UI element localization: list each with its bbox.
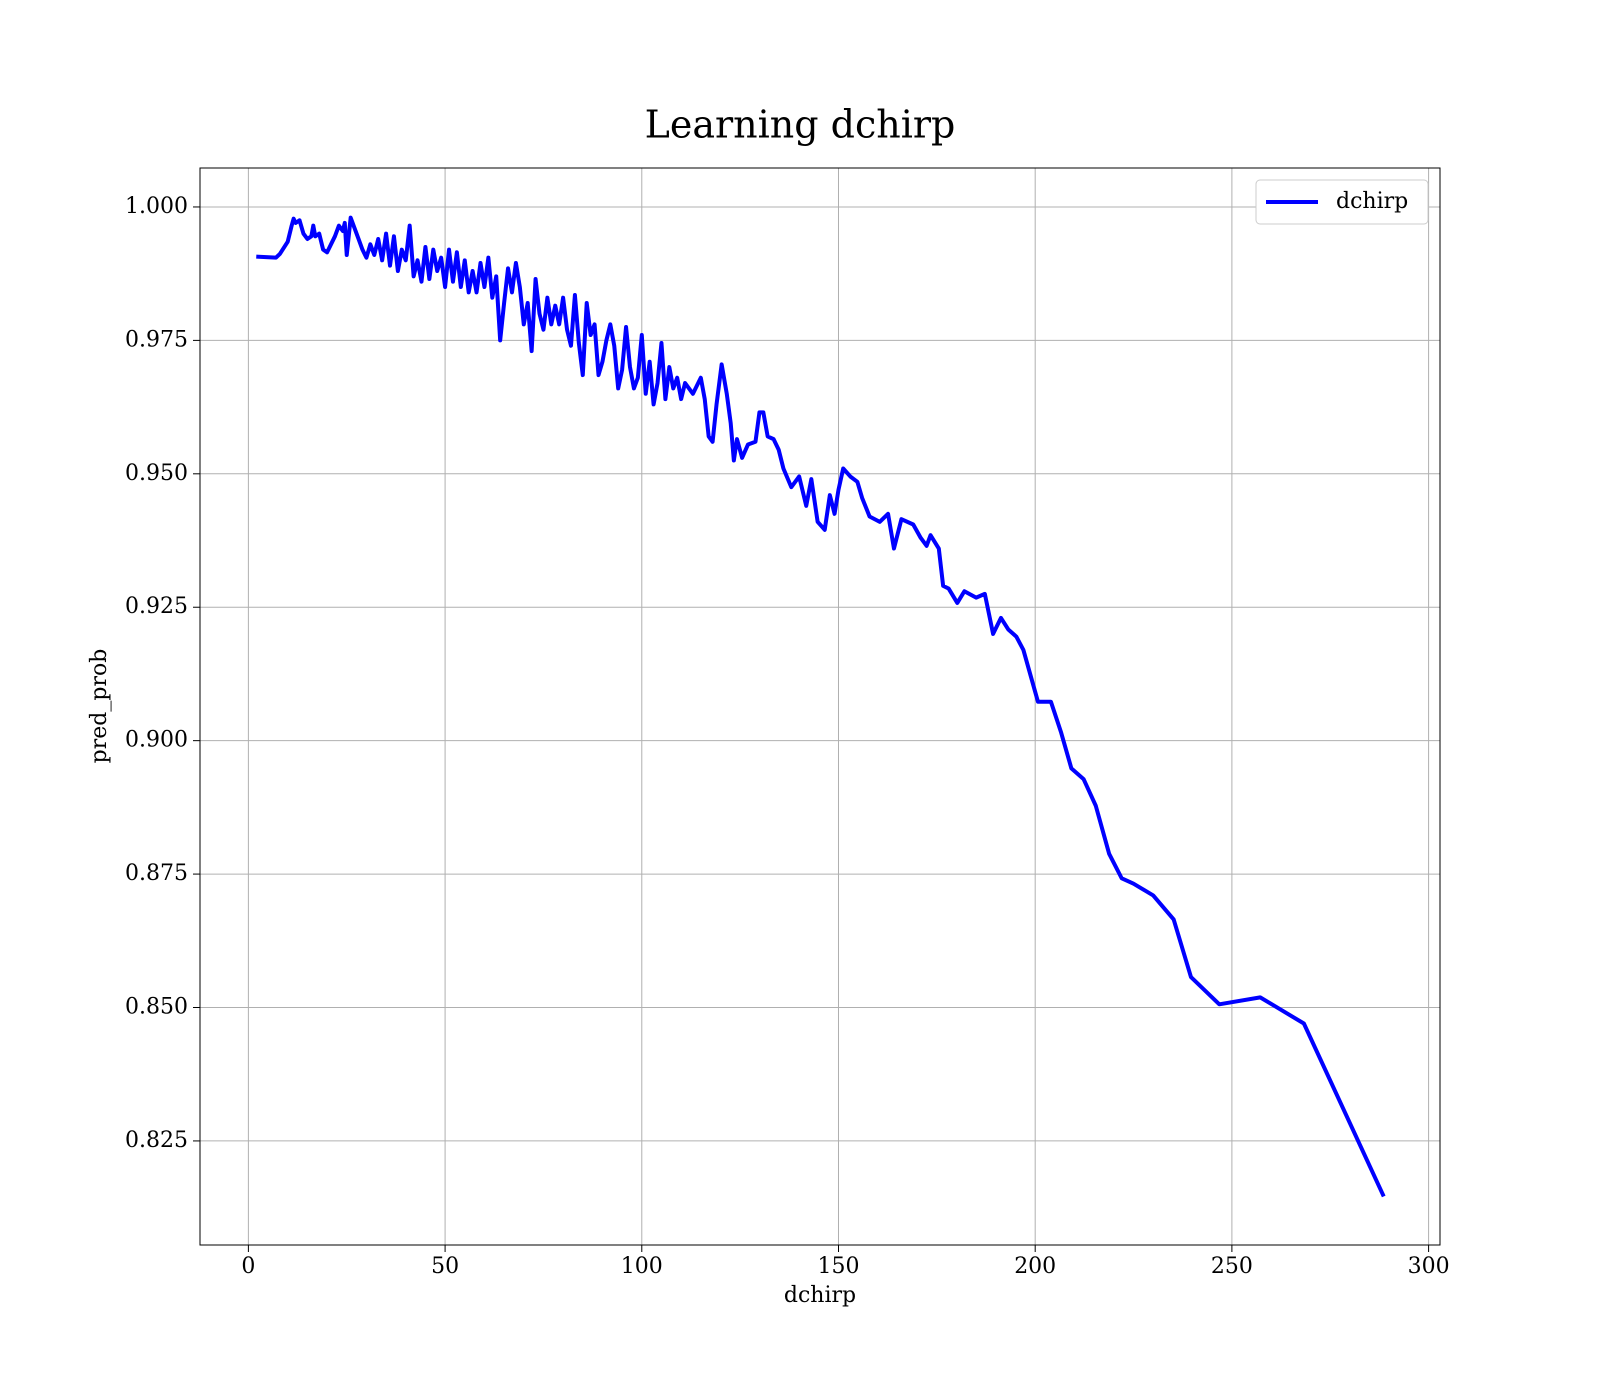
y-tick-label: 0.875 [125, 861, 188, 886]
x-tick-label: 0 [241, 1254, 255, 1279]
chart-title: Learning dchirp [645, 103, 956, 147]
y-tick-label: 0.825 [125, 1128, 188, 1153]
y-tick-label: 0.900 [125, 728, 188, 753]
x-tick-label: 250 [1211, 1254, 1253, 1279]
data-line [256, 215, 1386, 1198]
y-tick-label: 0.925 [125, 594, 188, 619]
x-tick-label: 300 [1408, 1254, 1450, 1279]
x-axis-label: dchirp [784, 1283, 856, 1308]
y-tick-label: 0.950 [125, 461, 188, 486]
legend-label: dchirp [1336, 189, 1408, 214]
plot-frame [199, 167, 1441, 1246]
legend-box [1255, 179, 1429, 225]
x-tick-label: 50 [431, 1254, 459, 1279]
x-tick-label: 100 [621, 1254, 663, 1279]
x-tick-label: 150 [817, 1254, 859, 1279]
x-tick-label: 200 [1014, 1254, 1056, 1279]
y-tick-label: 0.975 [125, 327, 188, 352]
y-tick-label: 1.000 [125, 194, 188, 219]
y-tick-label: 0.850 [125, 995, 188, 1020]
y-axis-label: pred_prob [87, 649, 112, 764]
